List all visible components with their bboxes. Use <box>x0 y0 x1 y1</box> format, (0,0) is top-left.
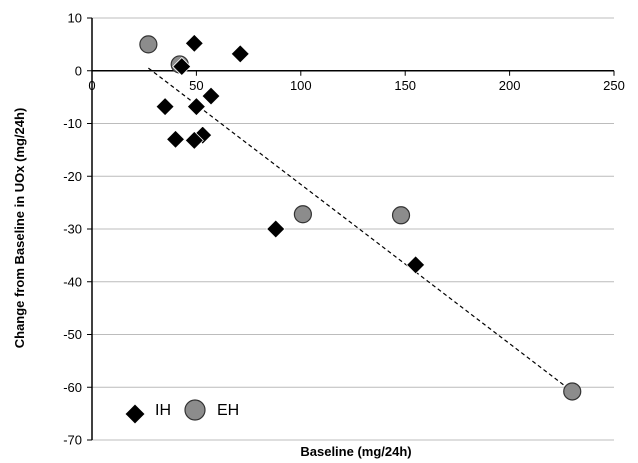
ih-data-point <box>186 97 206 117</box>
x-axis-title: Baseline (mg/24h) <box>300 444 411 459</box>
ih-data-point <box>266 219 286 239</box>
ih-data-point <box>184 130 204 150</box>
legend: IH EH <box>124 399 239 425</box>
eh-data-point <box>139 35 158 54</box>
x-tick-label: 150 <box>394 78 416 93</box>
trendline <box>148 67 573 392</box>
eh-data-point <box>563 382 582 401</box>
y-tick-label: -40 <box>63 274 82 289</box>
x-tick-label: 0 <box>88 78 95 93</box>
x-tick-labels: 0 50 100 150 200 250 <box>88 78 624 93</box>
ih-data-point <box>165 129 186 149</box>
y-tick-label: 0 <box>75 63 82 78</box>
y-tick-label: 10 <box>68 11 82 26</box>
legend-label: EH <box>217 402 239 419</box>
legend-ih-marker <box>124 403 146 425</box>
x-tick-label: 250 <box>603 78 625 93</box>
x-tick-label: 200 <box>499 78 521 93</box>
ih-data-point <box>201 86 221 106</box>
ih-data-point <box>172 56 192 77</box>
grid-lines <box>92 17 614 441</box>
ih-data-point <box>230 44 250 64</box>
eh-data-point <box>391 206 411 225</box>
legend-eh-marker <box>184 399 206 421</box>
x-tick-label: 100 <box>290 78 312 93</box>
ih-data-point <box>406 255 426 275</box>
eh-data-point <box>293 205 312 224</box>
data-points <box>139 33 582 401</box>
trendline-layer <box>148 67 573 392</box>
x-tick-label: 50 <box>189 78 203 93</box>
legend-label: IH <box>155 402 171 419</box>
y-tick-label: -50 <box>63 327 82 342</box>
ih-data-point <box>184 33 204 53</box>
y-axis-title: Change from Baseline in UOx (mg/24h) <box>12 108 27 349</box>
ih-data-point <box>155 97 175 117</box>
y-tick-labels: -70 -60 -50 -40 -30 -20 -10 0 10 <box>63 11 82 448</box>
y-tick-label: -20 <box>63 169 82 184</box>
y-tick-label: -10 <box>63 116 82 131</box>
y-tick-label: -70 <box>63 433 82 448</box>
y-tick-label: -60 <box>63 380 82 395</box>
y-tick-label: -30 <box>63 222 82 237</box>
